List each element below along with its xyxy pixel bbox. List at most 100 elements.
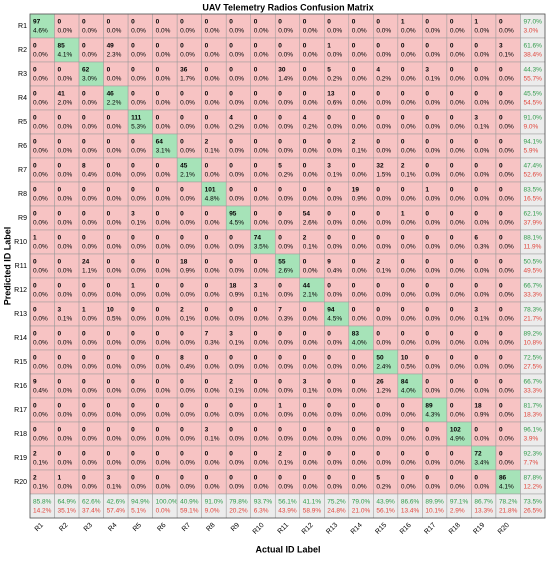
cell-value: 3 <box>327 163 331 170</box>
cell-value: 0 <box>303 19 307 26</box>
cell <box>176 37 202 63</box>
cell-percent: 10.8% <box>523 340 542 347</box>
cell-value: 0 <box>425 259 429 266</box>
cell-percent: 0.0% <box>156 436 171 443</box>
cell-percent: 27.5% <box>523 364 542 371</box>
cell-value: 0 <box>180 187 184 194</box>
cell-percent: 0.0% <box>229 28 244 35</box>
cell-value: 32 <box>376 163 384 170</box>
cell <box>225 157 251 183</box>
cell-percent: 0.0% <box>474 268 489 275</box>
cell-value: 81.7% <box>523 403 542 410</box>
cell-percent: 0.0% <box>278 292 293 299</box>
cell-value: 0 <box>450 283 454 290</box>
cell-percent: 0.0% <box>180 148 195 155</box>
cell <box>225 493 251 519</box>
cell-value: 0 <box>58 379 62 386</box>
cell-value: 0 <box>327 19 331 26</box>
cell-percent: 0.4% <box>82 172 97 179</box>
cell-value: 0 <box>33 187 37 194</box>
cell <box>446 349 472 375</box>
cell-percent: 0.0% <box>303 52 318 59</box>
cell-percent: 0.0% <box>401 28 416 35</box>
cell-percent: 3.9% <box>523 436 538 443</box>
cell <box>201 181 227 207</box>
row-label: R12 <box>14 287 27 294</box>
cell-value: 0 <box>131 475 135 482</box>
cell-percent: 0.0% <box>107 124 122 131</box>
cell <box>127 61 153 87</box>
cell-percent: 4.9% <box>450 436 465 443</box>
cell-percent: 0.0% <box>401 100 416 107</box>
cell-percent: 0.0% <box>278 196 293 203</box>
cell-value: 0 <box>303 475 307 482</box>
cell <box>324 109 350 135</box>
cell-value: 0 <box>401 187 405 194</box>
cell-value: 24 <box>82 259 90 266</box>
cell-value: 0 <box>499 187 503 194</box>
cell-value: 0 <box>278 139 282 146</box>
cell-percent: 0.0% <box>205 292 220 299</box>
cell-percent: 54.5% <box>523 100 542 107</box>
cell-percent: 0.0% <box>58 364 73 371</box>
cell-value: 0 <box>82 379 86 386</box>
cell <box>471 493 497 519</box>
cell-percent: 0.0% <box>450 460 465 467</box>
cell-value: 0 <box>33 331 37 338</box>
cell-value: 84 <box>401 379 409 386</box>
cell-percent: 0.0% <box>499 244 514 251</box>
cell-value: 10 <box>107 307 115 314</box>
cell-value: 3 <box>303 379 307 386</box>
cell <box>520 373 546 399</box>
column-label: R20 <box>497 522 511 536</box>
cell-value: 0 <box>499 115 503 122</box>
cell-percent: 0.0% <box>425 196 440 203</box>
cell-value: 0 <box>156 331 160 338</box>
cell-percent: 0.0% <box>82 340 97 347</box>
cell-percent: 0.0% <box>205 364 220 371</box>
cell-value: 0 <box>474 211 478 218</box>
cell <box>274 301 301 327</box>
cell-percent: 0.0% <box>499 292 514 299</box>
cell-value: 3 <box>107 475 111 482</box>
cell <box>397 157 423 183</box>
cell-value: 83 <box>352 331 360 338</box>
cell-value: 0 <box>205 211 209 218</box>
row-label: R2 <box>18 47 27 54</box>
cell-percent: 0.0% <box>131 244 146 251</box>
cell-value: 0 <box>156 43 160 50</box>
cell <box>274 493 301 519</box>
cell-percent: 0.0% <box>58 172 73 179</box>
cell <box>250 205 276 231</box>
cell-value: 55 <box>278 259 286 266</box>
cell-value: 3 <box>499 43 503 50</box>
cell-percent: 0.0% <box>180 28 195 35</box>
cell-percent: 0.0% <box>401 316 416 323</box>
cell-percent: 0.0% <box>254 388 269 395</box>
row-label: R8 <box>18 191 27 198</box>
cell-value: 0 <box>205 43 209 50</box>
cell-value: 0 <box>278 91 282 98</box>
cell-percent: 0.0% <box>254 124 269 131</box>
cell-value: 0 <box>229 403 233 410</box>
cell <box>201 397 227 423</box>
cell-value: 97.1% <box>450 499 469 506</box>
cell-percent: 0.0% <box>156 244 171 251</box>
cell-value: 0 <box>156 403 160 410</box>
cell <box>225 445 251 471</box>
cell-percent: 4.5% <box>327 316 342 323</box>
cell-percent: 0.0% <box>327 364 342 371</box>
cell-value: 0 <box>352 259 356 266</box>
cell-value: 0 <box>229 139 233 146</box>
cell-value: 0 <box>450 43 454 50</box>
cell-value: 0 <box>376 307 380 314</box>
cell-percent: 0.0% <box>278 100 293 107</box>
cell-value: 0 <box>156 451 160 458</box>
cell-value: 0 <box>205 235 209 242</box>
cell-value: 0 <box>205 379 209 386</box>
cell-value: 0 <box>474 163 478 170</box>
cell-value: 0 <box>499 427 503 434</box>
cell-percent: 0.0% <box>58 148 73 155</box>
cell-value: 0 <box>278 187 282 194</box>
cell-percent: 0.0% <box>278 364 293 371</box>
